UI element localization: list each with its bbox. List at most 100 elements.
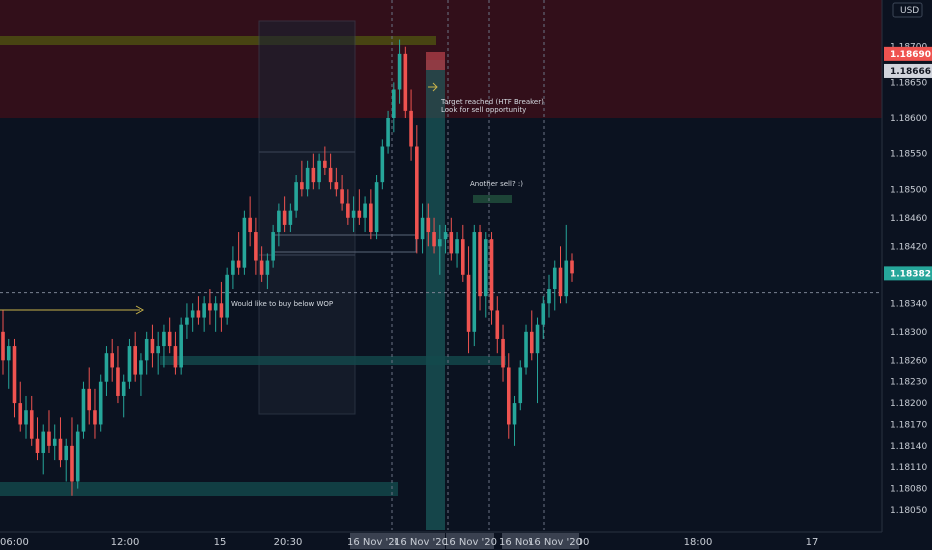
price-tick-label: 1.18140 [890,442,927,452]
olive-level-band [0,36,436,45]
annotation-another-sell: Another sell? :) [470,180,523,188]
candle-body [52,438,57,446]
candle-body [81,388,86,432]
candle-body [489,239,494,311]
price-tick-label: 1.18420 [890,242,927,252]
candle-body [288,210,293,225]
price-badge-label: 1.18690 [890,50,931,60]
price-badge [884,63,932,78]
candle-body [524,331,528,368]
candle-body [144,338,149,361]
demand-band-lower [0,482,398,496]
another-sell-box [473,195,512,203]
candle-body [317,160,321,183]
crosshair-label: 16 Nov '20 [528,537,582,548]
candle-body [116,367,120,396]
candle-body [18,403,23,425]
annotation-target-line-1: Target reached (HTF Breaker) [440,98,544,106]
candle-body [150,338,155,354]
candle-body [547,289,551,304]
candle-body [294,182,298,211]
candle-body [466,274,471,332]
candle-body [185,317,189,325]
candle-body [472,232,477,332]
time-tick-label: 12:00 [111,537,140,548]
candle-body [460,239,465,275]
candle-body [558,267,563,297]
candle-body [426,217,431,233]
price-tick-label: 1.18550 [890,150,927,160]
currency-label: USD [900,6,919,16]
price-tick-label: 1.18460 [890,214,927,224]
candle-body [12,346,17,404]
candle-body [552,267,557,290]
candle-body [133,346,137,375]
candle-body [449,232,454,254]
candle-body [392,89,396,118]
candle-body [438,239,442,247]
candle-body [265,260,270,275]
candle-body [334,182,339,190]
time-tick-label: 17 [806,537,819,548]
candle-body [495,310,500,339]
candle-body [242,217,247,268]
candle-body [29,410,34,439]
crosshair-label-box [446,533,494,549]
candle-body [98,381,103,425]
crosshair-label: 16 Nov '20 [347,537,401,548]
candle-body [403,53,408,111]
candle-body [271,232,275,261]
currency-button[interactable] [892,2,923,18]
candle-body [121,381,126,396]
candle-body [225,274,229,318]
price-tick-label: 1.18050 [890,506,927,516]
candle-body [351,210,356,218]
candle-body [415,146,419,240]
candle-body [386,118,390,147]
demand-band-upper [160,356,506,365]
candle-body [35,438,40,453]
candle-body [529,331,534,354]
price-badge [884,46,932,61]
range-box [258,20,356,415]
price-tick-label: 1.18500 [890,185,927,195]
candle-body [219,303,224,318]
candle-body [87,388,92,411]
price-badge-label: 1.18382 [890,269,931,279]
candle-body [231,260,235,275]
annotation-target-line-2: Look for sell opportunity [441,106,526,114]
price-tick-label: 1.18170 [890,420,927,430]
candle-body [397,53,402,90]
price-badge [884,266,932,281]
price-tick-label: 1.18260 [890,356,927,366]
price-badges: 1.18690 1.18666 1.18382 [884,46,932,281]
candle-body [139,360,143,375]
buy-arrow-head [135,305,145,315]
target-arrow-icon [428,82,438,92]
candle-body [6,346,11,361]
crosshair-label: 16 Nov '20 [499,537,553,548]
price-tick-label: 1.18080 [890,485,927,495]
price-tick-label: 1.18110 [890,463,927,473]
candle-body [162,331,166,347]
crosshair-label-box [531,533,579,549]
time-tick-label: 15 [214,537,227,548]
candle-body [202,303,206,318]
candle-body [236,260,241,268]
candle-body [512,403,517,425]
candle-body [167,331,172,347]
candle-body [323,160,327,168]
candle-body [75,431,80,482]
candle-body [104,353,109,382]
time-tick-label: 06:00 [0,537,29,548]
candle-body [110,353,115,368]
candle-body [305,167,310,190]
candle-body [282,210,287,225]
short-entry-box [426,52,445,70]
candle-body [24,410,28,425]
candle-body [432,232,436,247]
candle-body [501,338,505,368]
candle-body [541,303,546,325]
